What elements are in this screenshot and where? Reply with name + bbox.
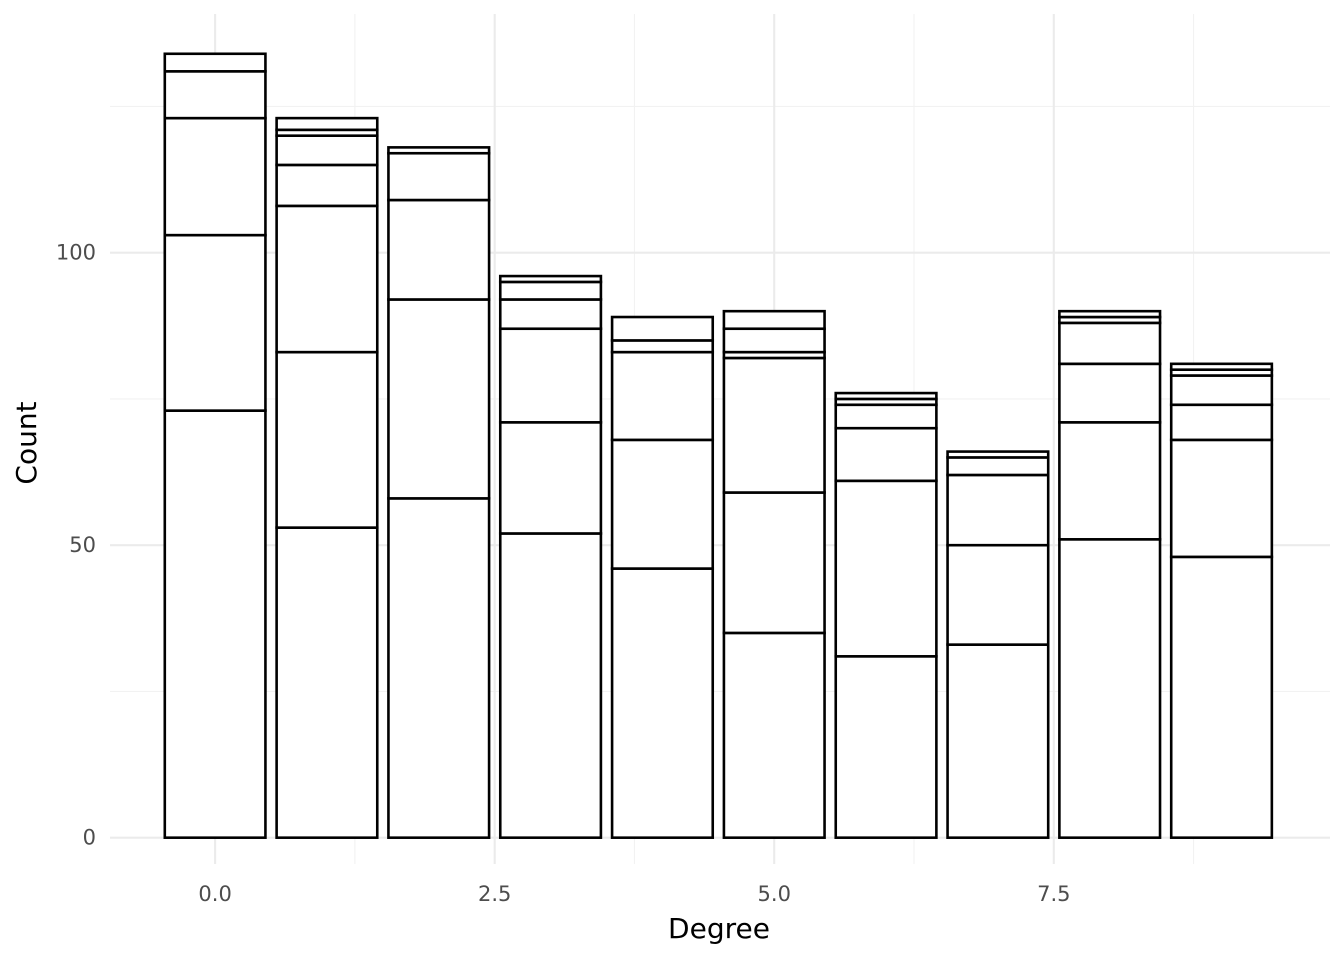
bar-segment — [498, 532, 603, 839]
bar-stack-1 — [275, 116, 379, 839]
bar-segment — [498, 327, 603, 424]
y-tick-label: 100 — [56, 241, 96, 265]
bar-stack-9 — [1169, 362, 1274, 839]
bar-segment — [834, 479, 938, 658]
bar-segment — [610, 438, 715, 570]
bar-stack-8 — [1058, 309, 1162, 839]
y-tick-label: 50 — [69, 533, 96, 557]
bar-segment — [498, 274, 603, 284]
bar-segment — [1058, 362, 1162, 424]
bar-segment — [275, 526, 379, 839]
bar-segment — [834, 403, 938, 430]
bar-segment — [946, 473, 1050, 547]
bar-stack-5 — [722, 309, 826, 839]
x-tick-label: 0.0 — [198, 882, 231, 906]
bar-segment — [722, 327, 826, 354]
bar-segment — [1169, 403, 1274, 442]
bar-segment — [1169, 362, 1274, 371]
bar-segment — [722, 309, 826, 331]
y-axis-ticks: 0 50 100 — [56, 241, 96, 850]
bar-stack-4 — [610, 315, 715, 839]
bar-segment — [610, 567, 715, 839]
bar-segment — [946, 543, 1050, 646]
bar-segment — [1169, 555, 1274, 839]
bar-segment — [387, 497, 491, 839]
y-axis-title: Count — [10, 401, 43, 484]
bar-segment — [1169, 438, 1274, 559]
bars — [163, 52, 1274, 839]
bar-segment — [387, 298, 491, 500]
bar-segment — [275, 116, 379, 132]
x-tick-label: 7.5 — [1037, 882, 1070, 906]
x-tick-label: 2.5 — [478, 882, 511, 906]
bar-segment — [610, 339, 715, 354]
bar-segment — [1058, 321, 1162, 366]
bar-segment — [1058, 421, 1162, 541]
bar-segment — [946, 456, 1050, 477]
bar-segment — [163, 70, 267, 120]
bar-segment — [387, 151, 491, 202]
bar-segment — [1058, 309, 1162, 319]
x-axis-ticks: 0.0 2.5 5.0 7.5 — [198, 882, 1070, 906]
bar-segment — [1058, 538, 1162, 839]
bar-stack-7 — [946, 450, 1050, 839]
bar-stack-3 — [498, 274, 603, 839]
bar-segment — [498, 421, 603, 535]
bar-segment — [1169, 374, 1274, 407]
bar-segment — [163, 116, 267, 237]
bar-stack-2 — [387, 146, 491, 839]
bar-segment — [834, 426, 938, 483]
bar-segment — [722, 356, 826, 494]
bar-segment — [387, 146, 491, 155]
bar-segment — [275, 134, 379, 167]
bar-segment — [275, 204, 379, 354]
bar-segment — [163, 409, 267, 839]
bar-segment — [163, 52, 267, 73]
bar-segment — [387, 198, 491, 301]
bar-segment — [163, 233, 267, 412]
bar-segment — [275, 350, 379, 529]
bar-segment — [834, 655, 938, 839]
bar-stack-0 — [163, 52, 267, 839]
bar-segment — [610, 350, 715, 442]
bar-segment — [946, 643, 1050, 839]
x-axis-title: Degree — [668, 912, 770, 945]
bar-segment — [610, 315, 715, 342]
bar-segment — [834, 391, 938, 401]
bar-segment — [498, 298, 603, 331]
bar-segment — [722, 491, 826, 635]
bar-segment — [722, 631, 826, 839]
y-tick-label: 0 — [83, 826, 96, 850]
bar-stack-6 — [834, 391, 938, 839]
bar-segment — [946, 450, 1050, 459]
x-tick-label: 5.0 — [758, 882, 791, 906]
bar-segment — [275, 163, 379, 208]
bar-segment — [498, 280, 603, 301]
